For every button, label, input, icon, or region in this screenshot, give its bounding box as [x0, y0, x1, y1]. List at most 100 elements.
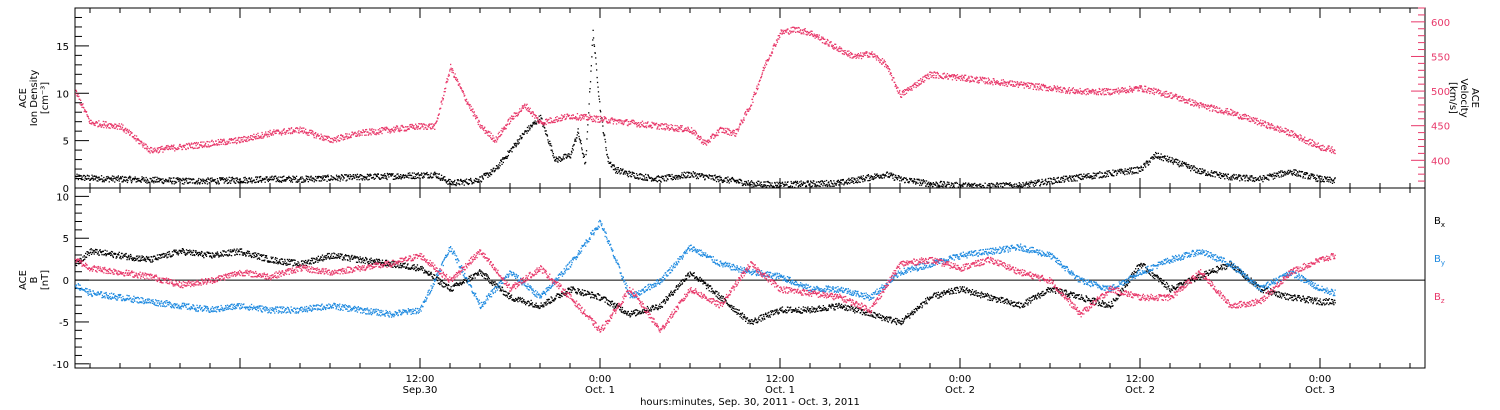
velocity-point	[165, 147, 167, 149]
density-point	[486, 172, 489, 174]
velocity-point	[385, 126, 388, 128]
density-point	[821, 181, 824, 183]
density-point	[460, 179, 462, 181]
top-right-tick-label: 500	[1431, 87, 1450, 98]
velocity-point	[298, 130, 300, 132]
density-point	[1281, 170, 1283, 172]
velocity-point	[698, 136, 700, 138]
velocity-point	[103, 123, 105, 125]
density-point	[720, 178, 723, 181]
density-point	[1239, 180, 1241, 182]
density-point	[945, 184, 948, 187]
density-point	[828, 181, 830, 183]
density-point	[534, 120, 536, 122]
velocity-point	[412, 127, 414, 129]
velocity-point	[510, 118, 512, 120]
density-point	[168, 181, 170, 183]
density-point	[1071, 176, 1074, 178]
velocity-point	[267, 131, 269, 133]
velocity-point	[515, 115, 518, 117]
density-point	[864, 180, 866, 182]
velocity-point	[116, 128, 119, 130]
velocity-point	[137, 138, 139, 140]
velocity-point	[152, 152, 154, 154]
density-point	[367, 179, 369, 181]
density-point	[261, 177, 264, 180]
density-point	[99, 179, 101, 181]
velocity-point	[896, 90, 899, 92]
density-point	[1205, 173, 1208, 175]
density-point	[546, 134, 548, 136]
velocity-point	[549, 122, 551, 124]
density-point	[604, 134, 606, 136]
velocity-point	[164, 148, 166, 150]
density-point	[352, 174, 354, 176]
velocity-point	[1015, 84, 1018, 86]
velocity-point	[794, 27, 796, 29]
density-point	[1326, 176, 1329, 178]
velocity-point	[332, 139, 334, 141]
density-point	[285, 179, 287, 181]
density-point	[384, 177, 386, 179]
velocity-point	[724, 132, 726, 134]
velocity-point	[500, 133, 503, 136]
velocity-point	[251, 135, 253, 137]
density-point	[1013, 185, 1015, 188]
velocity-point	[869, 56, 871, 58]
velocity-point	[340, 134, 342, 136]
density-point	[121, 175, 124, 178]
density-point	[466, 182, 469, 184]
density-point	[1033, 181, 1035, 184]
density-point	[692, 171, 694, 173]
velocity-point	[640, 121, 642, 124]
density-point	[995, 186, 997, 188]
velocity-point	[563, 116, 565, 118]
density-point	[1101, 177, 1103, 179]
density-point	[854, 177, 856, 180]
velocity-point	[503, 127, 505, 129]
density-point	[743, 183, 745, 185]
density-point	[457, 179, 459, 181]
velocity-point	[172, 148, 174, 150]
velocity-point	[870, 52, 873, 54]
density-point	[1167, 158, 1169, 161]
velocity-point	[752, 101, 754, 103]
density-point	[75, 175, 78, 178]
density-point	[1190, 170, 1192, 172]
velocity-point	[922, 76, 924, 78]
velocity-point	[308, 134, 310, 136]
density-point	[1024, 185, 1026, 187]
density-point	[1214, 176, 1216, 178]
density-point	[342, 176, 344, 178]
velocity-point	[470, 105, 472, 108]
velocity-point	[924, 79, 926, 82]
density-point	[853, 182, 855, 184]
velocity-point	[790, 27, 792, 29]
velocity-point	[880, 59, 882, 61]
velocity-point	[98, 125, 100, 127]
velocity-point	[940, 76, 943, 79]
density-point	[531, 126, 533, 128]
velocity-point	[668, 129, 670, 131]
density-point	[953, 186, 955, 188]
velocity-point	[965, 80, 967, 82]
density-point	[449, 181, 451, 183]
density-point	[382, 177, 384, 179]
velocity-point	[650, 124, 652, 127]
density-point	[1062, 177, 1064, 179]
velocity-point	[567, 114, 569, 116]
velocity-point	[605, 120, 608, 122]
density-point	[141, 176, 143, 178]
velocity-point	[811, 30, 813, 32]
velocity-point	[878, 59, 880, 62]
velocity-point	[970, 80, 973, 82]
velocity-point	[881, 58, 884, 60]
density-point	[1066, 178, 1068, 180]
density-point	[580, 143, 582, 145]
density-point	[880, 177, 883, 179]
density-point	[1154, 154, 1156, 156]
density-point	[806, 181, 808, 183]
density-point	[493, 171, 495, 173]
density-point	[242, 180, 244, 183]
